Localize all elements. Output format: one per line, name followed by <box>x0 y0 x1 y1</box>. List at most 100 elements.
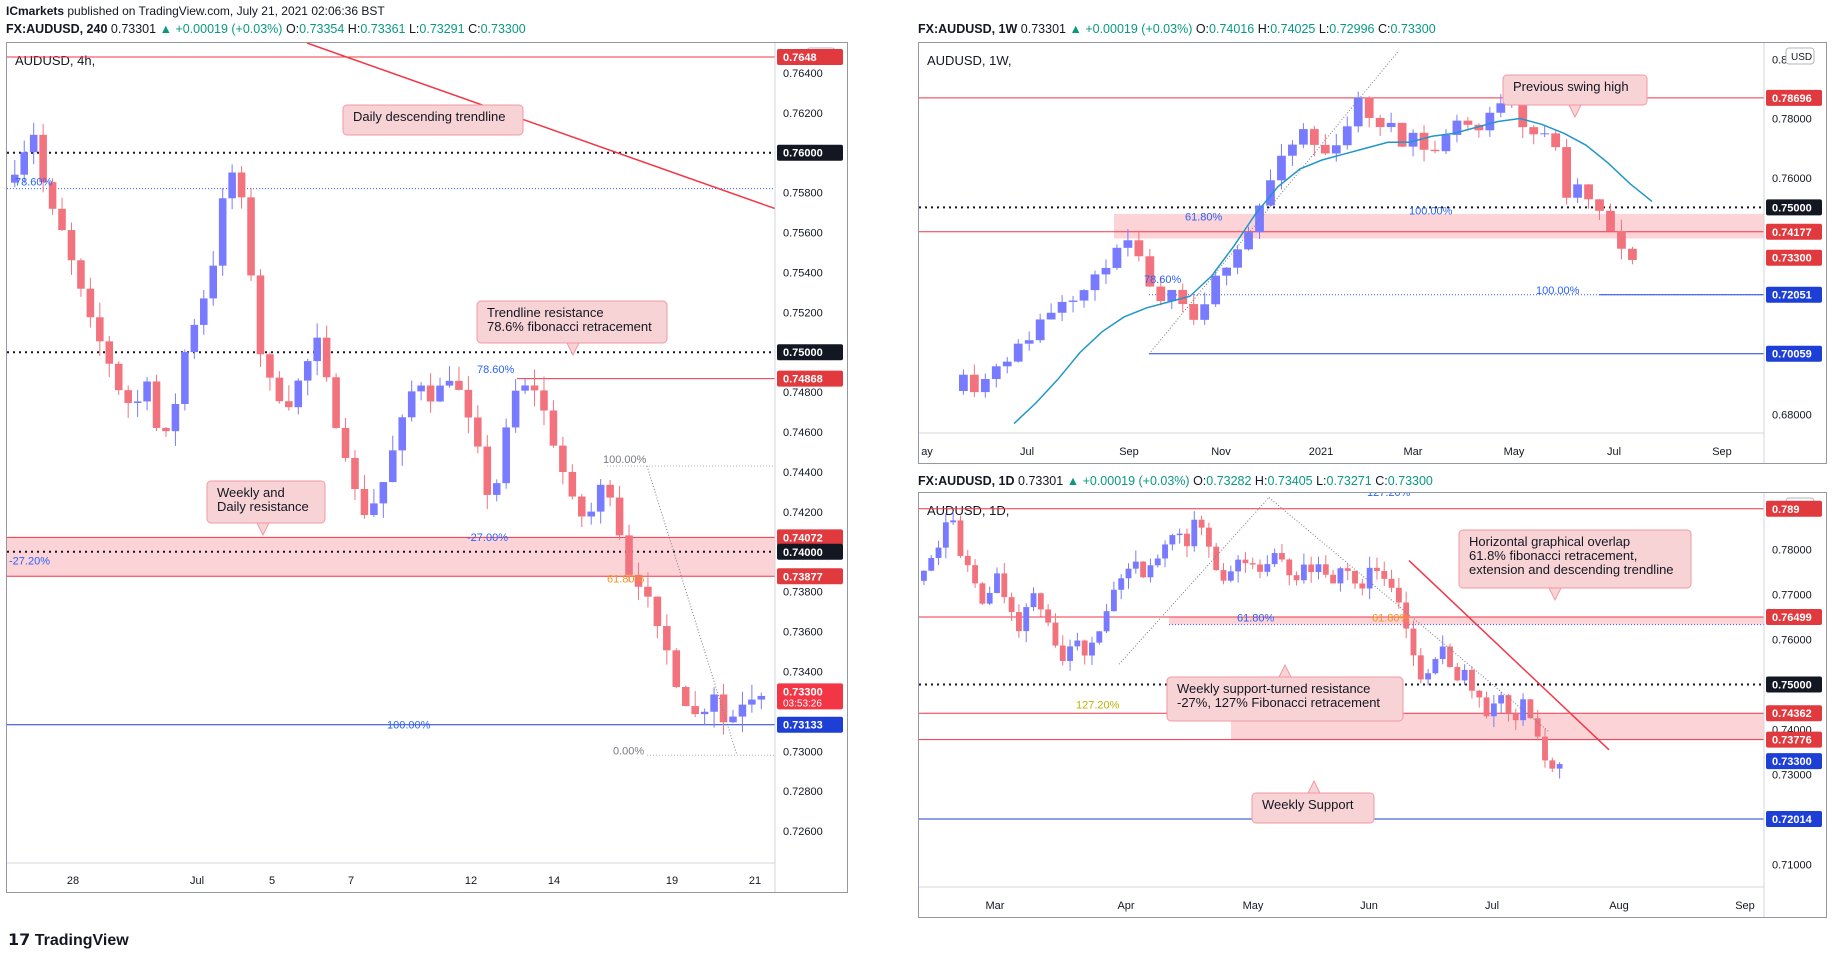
candle <box>190 324 199 353</box>
candle <box>1353 97 1363 127</box>
candle <box>587 511 596 517</box>
legend-close: 0.73300 <box>1387 474 1433 488</box>
price-label-box <box>777 683 843 710</box>
candle <box>1308 564 1315 573</box>
y-tick-label: 0.74400 <box>783 467 823 479</box>
y-tick-label: 0.68000 <box>1772 410 1812 422</box>
fib-label: 0.00% <box>613 745 644 757</box>
candle <box>1045 609 1052 623</box>
y-tick-label: 0.76200 <box>783 108 823 120</box>
price-label: 0.73300 <box>1772 253 1812 265</box>
candle <box>1222 267 1231 276</box>
candle <box>942 522 949 548</box>
candle <box>1441 134 1451 152</box>
candle <box>1103 611 1110 632</box>
candle <box>644 586 652 597</box>
candle <box>950 520 957 523</box>
candle <box>994 573 1000 593</box>
price-label: 0.75000 <box>1772 679 1812 691</box>
chart-canvas-d1[interactable]: 127.20% 61.80% 61.80% 127.20% 0.78000 0.77000… <box>919 493 1826 917</box>
publisher-name[interactable]: ICmarkets <box>6 4 65 18</box>
candle <box>1220 570 1227 581</box>
price-label: 0.74177 <box>1772 227 1812 239</box>
x-tick-label: 2021 <box>1309 446 1333 458</box>
candle <box>426 385 435 402</box>
candle <box>719 694 728 723</box>
x-tick-label: Sep <box>1712 446 1732 458</box>
candle <box>1132 561 1139 569</box>
price-label-box <box>1766 753 1822 770</box>
candle <box>1147 565 1154 578</box>
legend-change: ▲ +0.00019 (+0.03%) <box>1066 474 1190 488</box>
chart-panel-h4[interactable]: AUDUSD, 4h, 78.60% 78.60% 100.00% -27.00% -2… <box>6 42 848 893</box>
candle <box>1417 655 1424 680</box>
y-tick-label: 0.73800 <box>783 587 823 599</box>
candle <box>1432 659 1439 674</box>
price-label: 0.789 <box>1772 504 1800 516</box>
legend-h4: FX:AUDUSD, 240 0.73301 ▲ +0.00019 (+0.03… <box>6 22 526 36</box>
fib-label: 61.80% <box>607 574 645 586</box>
legend-high: 0.73405 <box>1267 474 1313 488</box>
price-label: 0.73300 <box>783 686 823 698</box>
fib-label: 78.60% <box>1144 274 1182 286</box>
candle <box>1035 319 1045 341</box>
candle <box>1542 736 1548 761</box>
price-label-box <box>1766 199 1822 216</box>
candle <box>1430 149 1440 152</box>
price-label: 0.72051 <box>1772 290 1812 302</box>
candle <box>171 403 180 432</box>
callout-text: Weekly and <box>217 485 285 500</box>
candle <box>1244 232 1253 250</box>
candle <box>1213 546 1220 571</box>
candle <box>445 380 454 386</box>
chart-canvas-w1[interactable]: 61.80%100.00%78.60%100.00%0.800000.78000… <box>919 43 1826 463</box>
candle <box>1169 535 1176 545</box>
price-label-box <box>1766 89 1822 106</box>
candle <box>1001 573 1008 598</box>
candle <box>1595 199 1604 211</box>
candle <box>1167 289 1177 302</box>
candle <box>935 547 942 559</box>
candle <box>1452 120 1462 135</box>
legend-change: ▲ +0.00019 (+0.03%) <box>159 22 283 36</box>
legend-price: 0.73301 <box>1020 22 1066 36</box>
candle <box>1395 587 1402 603</box>
candle <box>1257 564 1263 572</box>
candle <box>483 446 492 495</box>
candle <box>1461 669 1468 681</box>
candle <box>1551 133 1561 148</box>
candle <box>96 317 104 342</box>
y-tick-label: 0.73600 <box>783 627 823 639</box>
candle <box>980 379 990 393</box>
candle <box>1408 132 1418 147</box>
candle <box>1286 559 1293 576</box>
candle <box>681 686 690 707</box>
y-tick-label: 0.78000 <box>1772 114 1812 126</box>
candle <box>1015 612 1022 632</box>
callout-text: -27%, 127% Fibonacci retracement <box>1177 695 1380 710</box>
price-label-box <box>777 529 843 546</box>
candle <box>1419 132 1429 150</box>
candle <box>1476 690 1483 698</box>
candle <box>1156 286 1166 302</box>
candle <box>549 410 558 446</box>
candle <box>474 417 482 447</box>
callout-box <box>1458 529 1692 589</box>
candle <box>1410 628 1417 656</box>
fib-label: -27.00% <box>467 532 508 544</box>
candle <box>979 583 986 604</box>
tradingview-logo[interactable]: 𝟭𝟳 TradingView <box>8 930 129 950</box>
brand-name: TradingView <box>34 932 129 949</box>
candle <box>1617 231 1626 249</box>
chart-canvas-h4[interactable]: 78.60% 78.60% 100.00% -27.00% -27.20% 61.80% 1… <box>7 43 847 892</box>
candle <box>1264 564 1271 572</box>
chart-panel-d1[interactable]: AUDUSD, 1D, 127.20% 61.80% 61.80% 127.20% 0.… <box>918 492 1827 918</box>
y-tick-label: 0.75400 <box>783 267 823 279</box>
candle <box>710 694 718 712</box>
x-tick-label: Jul <box>190 875 204 887</box>
chart-panel-w1[interactable]: AUDUSD, 1W, 61.80% 100.00% 78.60% 100.00% 0.… <box>918 42 1827 464</box>
candle <box>957 520 964 556</box>
candle <box>58 208 66 231</box>
candle <box>455 380 463 390</box>
x-tick-label: Jul <box>1607 446 1621 458</box>
